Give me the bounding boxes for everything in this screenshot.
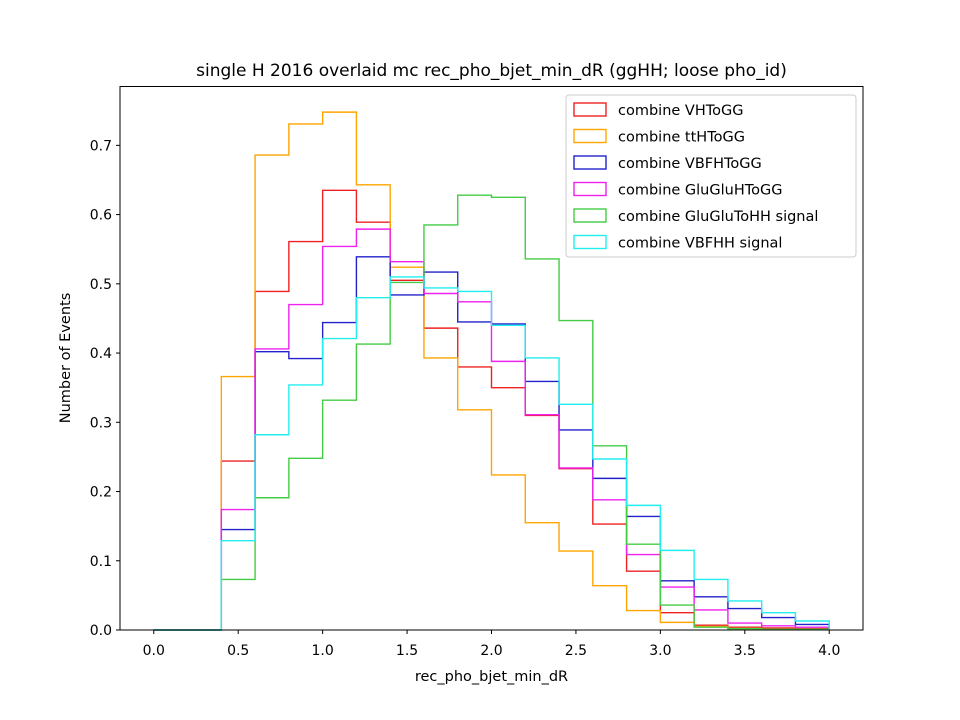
y-tick-label: 0.0 [90,623,112,639]
x-tick-label: 3.5 [734,643,756,659]
y-tick-label: 0.1 [90,554,112,570]
series-line-4 [153,194,830,631]
y-tick-label: 0.6 [90,208,112,224]
x-axis-ticks: 0.0 0.5 1.0 1.5 2.0 2.5 3.0 3.5 4.0 [143,630,840,659]
series-layer [153,111,830,631]
x-tick-label: 2.5 [565,643,587,659]
y-tick-label: 0.3 [90,415,112,431]
x-tick-label: 1.0 [312,643,334,659]
legend-box [565,94,857,258]
legend-swatch-0 [573,102,607,117]
x-tick-label: 0.0 [143,643,165,659]
y-tick-label: 0.4 [90,346,112,362]
legend-swatch-4 [573,208,607,223]
y-axis-ticks: 0.0 0.1 0.2 0.3 0.4 0.5 0.6 0.7 [90,138,120,639]
x-tick-label: 1.5 [396,643,418,659]
legend-label-3: combine GluGluHToGG [618,183,782,199]
legend: combine VHToGG combine ttHToGG combine VBF… [565,94,857,258]
series-line-5 [153,276,830,631]
legend-swatch-5 [573,234,607,250]
chart-title: single H 2016 overlaid mc rec_pho_bjet_m… [196,61,787,81]
x-tick-label: 0.5 [227,643,249,659]
legend-label-1: combine ttHToGG [618,130,745,146]
legend-label-2: combine VBFHToGG [618,156,762,172]
y-tick-label: 0.5 [90,277,112,293]
y-axis-label: Number of Events [58,293,74,424]
series-line-3 [153,228,830,631]
x-tick-label: 2.0 [480,643,502,659]
x-axis-label: rec_pho_bjet_min_dR [415,669,568,685]
legend-label-5: combine VBFHH signal [618,236,782,252]
x-tick-label: 4.0 [818,643,840,659]
legend-label-4: combine GluGluToHH signal [618,209,818,225]
legend-label-0: combine VHToGG [618,103,743,119]
y-tick-label: 0.7 [90,138,112,154]
legend-swatch-3 [573,181,607,197]
legend-swatch-2 [573,155,607,170]
legend-swatch-1 [573,128,607,144]
series-line-2 [153,256,830,631]
x-tick-label: 3.0 [649,643,671,659]
y-tick-label: 0.2 [90,485,112,501]
